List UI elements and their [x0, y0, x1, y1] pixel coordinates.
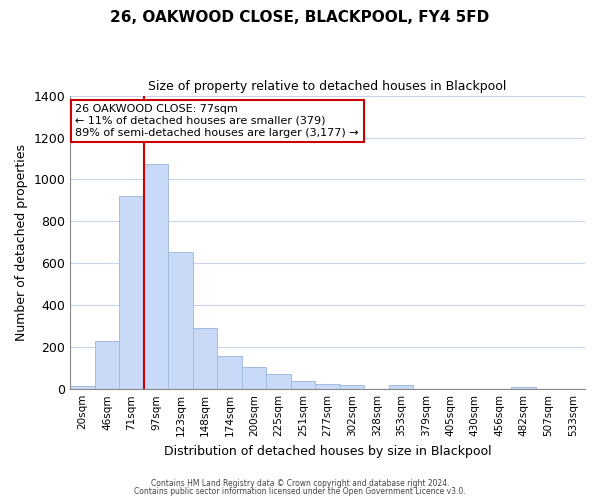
Bar — [95, 341, 119, 389]
Bar — [291, 381, 316, 389]
Bar — [217, 356, 242, 389]
Bar — [70, 386, 95, 389]
Bar — [266, 374, 291, 389]
Bar — [316, 384, 340, 389]
Bar — [389, 386, 413, 389]
Y-axis label: Number of detached properties: Number of detached properties — [15, 144, 28, 341]
Bar — [511, 387, 536, 389]
Text: 26 OAKWOOD CLOSE: 77sqm
← 11% of detached houses are smaller (379)
89% of semi-d: 26 OAKWOOD CLOSE: 77sqm ← 11% of detache… — [76, 104, 359, 138]
Bar — [242, 366, 266, 389]
Title: Size of property relative to detached houses in Blackpool: Size of property relative to detached ho… — [148, 80, 507, 93]
Bar — [169, 252, 193, 389]
Bar — [340, 385, 364, 389]
Text: Contains HM Land Registry data © Crown copyright and database right 2024.: Contains HM Land Registry data © Crown c… — [151, 478, 449, 488]
X-axis label: Distribution of detached houses by size in Blackpool: Distribution of detached houses by size … — [164, 444, 491, 458]
Bar — [119, 196, 144, 389]
Bar — [193, 328, 217, 389]
Text: 26, OAKWOOD CLOSE, BLACKPOOL, FY4 5FD: 26, OAKWOOD CLOSE, BLACKPOOL, FY4 5FD — [110, 10, 490, 25]
Text: Contains public sector information licensed under the Open Government Licence v3: Contains public sector information licen… — [134, 487, 466, 496]
Bar — [144, 164, 169, 389]
